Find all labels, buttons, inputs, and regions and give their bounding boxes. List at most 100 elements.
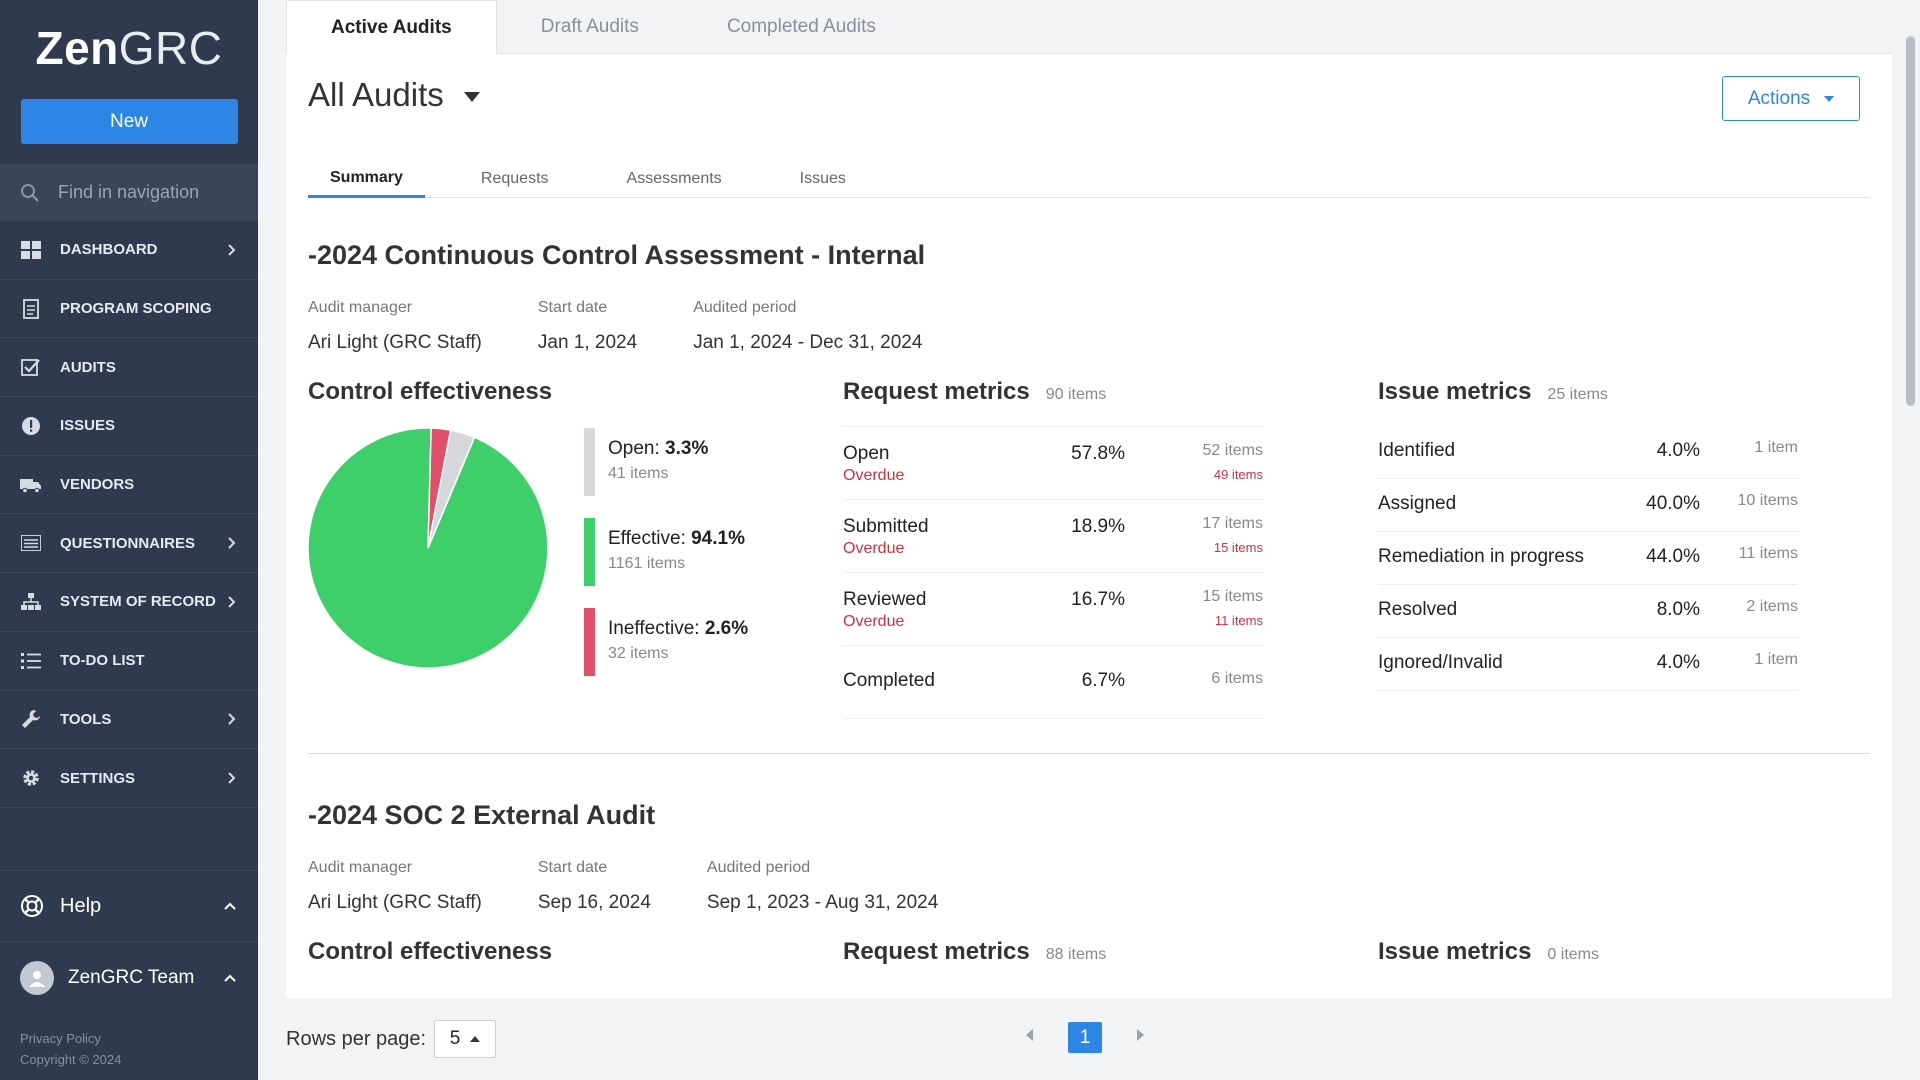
- start-date-label: Start date: [537, 859, 608, 876]
- metric-percent: 4.0%: [1656, 652, 1700, 673]
- audit-filter-dropdown[interactable]: All Audits: [308, 76, 480, 114]
- issue-metric-row[interactable]: Remediation in progress 44.0% 11 items: [1378, 532, 1798, 585]
- request-metrics-title: Request metrics: [843, 378, 1030, 405]
- request-metrics-count: 90 items: [1045, 386, 1107, 403]
- metric-items: 2 items: [1746, 598, 1798, 615]
- caret-up-icon: [470, 1036, 481, 1042]
- metric-name: Identified: [1378, 440, 1456, 461]
- team-menu[interactable]: ZenGRC Team: [0, 942, 258, 1014]
- control-effectiveness-heading: Control effectiveness: [308, 938, 553, 965]
- start-date-label: Start date: [537, 299, 608, 316]
- new-button[interactable]: New: [20, 99, 238, 144]
- team-label: ZenGRC Team: [68, 967, 195, 988]
- main-panel: Active Audits Draft Audits Completed Aud…: [286, 0, 1892, 998]
- issue-metric-row[interactable]: Resolved 8.0% 2 items: [1378, 585, 1798, 638]
- metric-percent: 18.9%: [1071, 516, 1125, 537]
- pie-slice-open[interactable]: [427, 429, 476, 549]
- checkbox-icon: [20, 356, 42, 378]
- issue-metric-row[interactable]: Assigned 40.0% 10 items: [1378, 479, 1798, 532]
- page-title: All Audits: [308, 76, 444, 113]
- todo-icon: [20, 650, 42, 672]
- tab-completed-audits[interactable]: Completed Audits: [726, 16, 876, 37]
- pagination-bar: Rows per page: 5 1: [258, 998, 1892, 1080]
- metric-name: Reviewed: [843, 589, 927, 610]
- audit-meta: Audit manager Ari Light (GRC Staff) Start…: [308, 859, 1870, 914]
- request-metrics-heading: Request metrics 88 items: [843, 938, 1263, 966]
- control-effectiveness-pie: [308, 428, 548, 668]
- issue-metrics-section: Issue metrics 0 items: [1378, 938, 1798, 966]
- metric-name: Resolved: [1378, 599, 1458, 620]
- issue-metrics-count: 0 items: [1547, 946, 1599, 963]
- previous-page-icon[interactable]: [1026, 1029, 1034, 1041]
- actions-button[interactable]: Actions: [1722, 76, 1860, 121]
- vertical-scrollbar[interactable]: [1906, 36, 1915, 406]
- sidebar-item-program-scoping[interactable]: PROGRAM SCOPING: [0, 280, 258, 339]
- start-date-value: Jan 1, 2024: [537, 332, 638, 353]
- request-metrics-section: Request metrics 88 items: [843, 938, 1263, 966]
- request-metric-row[interactable]: Completed 6.7% 6 items: [843, 646, 1263, 719]
- sidebar: Zen GRC New Find in navigation DASHBOARD P…: [0, 0, 258, 1080]
- issue-metrics-count: 25 items: [1547, 386, 1608, 403]
- user-icon: [29, 971, 45, 987]
- zengrc-logo[interactable]: Zen GRC: [35, 22, 223, 74]
- sidebar-item-tools[interactable]: TOOLS: [0, 691, 258, 750]
- audit-manager-label: Audit manager: [308, 859, 413, 876]
- tab-requests[interactable]: Requests: [480, 170, 549, 187]
- issue-metrics-title: Issue metrics: [1378, 378, 1532, 405]
- sidebar-item-to-do-list[interactable]: TO-DO LIST: [0, 632, 258, 691]
- request-metric-row[interactable]: Reviewed Overdue 16.7% 15 items 11 items: [843, 573, 1263, 646]
- audit-metrics: Control effectiveness Open: 3.3% 41 items…: [308, 378, 1870, 719]
- metric-name: Completed: [843, 670, 935, 691]
- tab-active-audits[interactable]: Active Audits: [286, 0, 497, 54]
- request-metric-row[interactable]: Submitted Overdue 18.9% 17 items 15 items: [843, 500, 1263, 573]
- legend-count: 1161 items: [608, 555, 686, 572]
- control-effectiveness-section: Control effectiveness Open: 3.3% 41 items…: [308, 378, 828, 676]
- overdue-items: 15 items: [1213, 540, 1263, 555]
- truck-icon: [20, 474, 42, 496]
- tab-draft-audits[interactable]: Draft Audits: [540, 16, 639, 37]
- list-icon: [20, 532, 42, 554]
- start-date-value: Sep 16, 2024: [537, 892, 651, 913]
- audited-period-value: Sep 1, 2023 - Aug 31, 2024: [706, 892, 939, 913]
- sidebar-item-label: TO-DO LIST: [60, 652, 145, 670]
- metric-items: 15 items: [1202, 588, 1263, 605]
- audit-manager-label: Audit manager: [308, 299, 413, 316]
- audit-manager-value: Ari Light (GRC Staff): [308, 332, 482, 353]
- sidebar-item-vendors[interactable]: VENDORS: [0, 456, 258, 515]
- sidebar-item-audits[interactable]: AUDITS: [0, 338, 258, 398]
- metric-items: 11 items: [1738, 545, 1798, 562]
- summary-subtabs: Summary Requests Assessments Issues: [308, 160, 1870, 198]
- wrench-icon: [20, 708, 42, 730]
- sidebar-item-questionnaires[interactable]: QUESTIONNAIRES: [0, 514, 258, 574]
- sidebar-item-dashboard[interactable]: DASHBOARD: [0, 221, 258, 280]
- tab-assessments[interactable]: Assessments: [626, 170, 722, 187]
- next-page-icon[interactable]: [1136, 1029, 1144, 1041]
- sidebar-item-settings[interactable]: SETTINGS: [0, 749, 258, 808]
- find-in-navigation-input[interactable]: Find in navigation: [0, 164, 258, 221]
- sidebar-item-system-of-record[interactable]: SYSTEM OF RECORD: [0, 573, 258, 632]
- sidebar-item-label: SYSTEM OF RECORD: [60, 593, 216, 611]
- control-effectiveness-heading: Control effectiveness: [308, 378, 553, 405]
- privacy-policy-link[interactable]: Privacy Policy: [20, 1031, 101, 1046]
- page-number-button[interactable]: 1: [1068, 1022, 1102, 1053]
- tab-issues[interactable]: Issues: [799, 170, 846, 187]
- hierarchy-icon: [20, 591, 42, 613]
- caret-down-icon: [463, 92, 480, 102]
- audit-title[interactable]: -2024 SOC 2 External Audit: [308, 800, 656, 830]
- issue-metric-row[interactable]: Ignored/Invalid 4.0% 1 item: [1378, 638, 1798, 691]
- document-icon: [20, 298, 42, 320]
- legend-color-bar: [584, 608, 595, 676]
- request-metric-row[interactable]: Open Overdue 57.8% 52 items 49 items: [843, 427, 1263, 500]
- copyright-text: Copyright © 2024: [20, 1052, 122, 1067]
- audit-title[interactable]: -2024 Continuous Control Assessment - In…: [308, 240, 926, 270]
- sidebar-item-issues[interactable]: ISSUES: [0, 397, 258, 456]
- metric-items: 6 items: [1211, 670, 1263, 687]
- metric-percent: 6.7%: [1081, 670, 1125, 691]
- audit-card: -2024 Continuous Control Assessment - In…: [308, 240, 1870, 719]
- rows-per-page-select[interactable]: 5: [434, 1020, 497, 1058]
- legend-count: 32 items: [608, 645, 669, 662]
- issue-metric-row[interactable]: Identified 4.0% 1 item: [1378, 426, 1798, 479]
- help-menu[interactable]: Help: [0, 870, 258, 942]
- metric-name: Remediation in progress: [1378, 546, 1584, 567]
- tab-summary[interactable]: Summary: [308, 160, 425, 198]
